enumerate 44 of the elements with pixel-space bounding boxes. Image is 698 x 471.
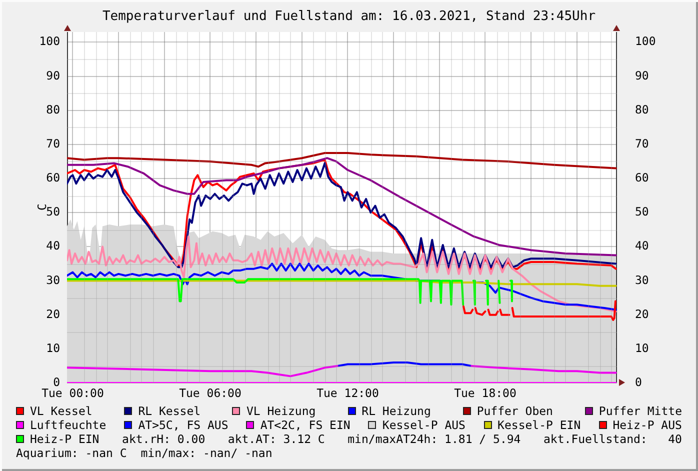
x-tick-label: Tue 12:00 bbox=[316, 386, 379, 400]
y-tick-label: 90 bbox=[46, 68, 60, 82]
y-tick-label: 100 bbox=[39, 34, 60, 48]
y2-tick-label: 10 bbox=[635, 340, 649, 355]
y2-tick-label: 90 bbox=[635, 68, 649, 82]
text: min/max: -nan/ -nan bbox=[140, 446, 272, 460]
legend-label: Heiz-P EIN bbox=[30, 432, 100, 446]
x-tick-label: Tue 06:00 bbox=[179, 386, 242, 400]
legend-label: RL Heizung bbox=[362, 404, 431, 418]
legend-label: RL Kessel bbox=[138, 404, 201, 418]
y-tick-label: 80 bbox=[46, 102, 60, 116]
y2-tick-label: 20 bbox=[635, 306, 649, 321]
legend-label: Kessel-P EIN bbox=[498, 418, 581, 432]
legend-label: AT<2C, FS EIN bbox=[260, 418, 350, 432]
chart-title: Temperaturverlauf und Fuellstand am: 16.03.2021, Stand 23:45Uhr bbox=[101, 8, 597, 26]
y-tick-label: 30 bbox=[46, 272, 60, 287]
y2-tick-label: 40 bbox=[635, 238, 649, 253]
y2-tick-label: 0 bbox=[635, 374, 642, 389]
y-tick-label: 10 bbox=[46, 340, 60, 355]
text: akt.Fuellstand: 40 bbox=[544, 432, 682, 446]
y-tick-label: 50 bbox=[46, 204, 60, 219]
legend-label: Puffer Mitte bbox=[598, 404, 682, 418]
legend-label: Puffer Oben bbox=[476, 404, 553, 418]
y-tick-label: 20 bbox=[46, 306, 60, 321]
y2-tick-label: 70 bbox=[635, 136, 649, 150]
y2-tick-label: 80 bbox=[635, 102, 649, 116]
legend-label: VL Kessel bbox=[30, 404, 92, 418]
legend-label: AT>5C, FS AUS bbox=[138, 418, 228, 432]
y-tick-label: 60 bbox=[46, 170, 60, 185]
y2-tick-label: 100 bbox=[635, 34, 656, 48]
text: min/maxAT24h: 1.81 / 5.94 bbox=[348, 432, 521, 446]
y2-tick-label: 50 bbox=[635, 204, 649, 219]
legend-label: Kessel-P AUS bbox=[382, 418, 466, 432]
y2-tick-label: 60 bbox=[635, 170, 649, 185]
legend-label: VL Heizung bbox=[246, 404, 316, 418]
text: akt.AT: 3.12 C bbox=[228, 432, 325, 446]
y2-tick-label: 30 bbox=[635, 272, 649, 287]
legend-label: Heiz-P AUS bbox=[612, 418, 682, 432]
text: Aquarium: -nan C bbox=[16, 446, 127, 460]
text: akt.rH: 0.00 bbox=[122, 432, 206, 446]
x-tick-label: Tue 18:00 bbox=[454, 386, 516, 400]
y-tick-label: 70 bbox=[46, 136, 60, 150]
legend-label: Luftfeuchte bbox=[30, 418, 106, 432]
y-tick-label: 40 bbox=[46, 238, 60, 253]
